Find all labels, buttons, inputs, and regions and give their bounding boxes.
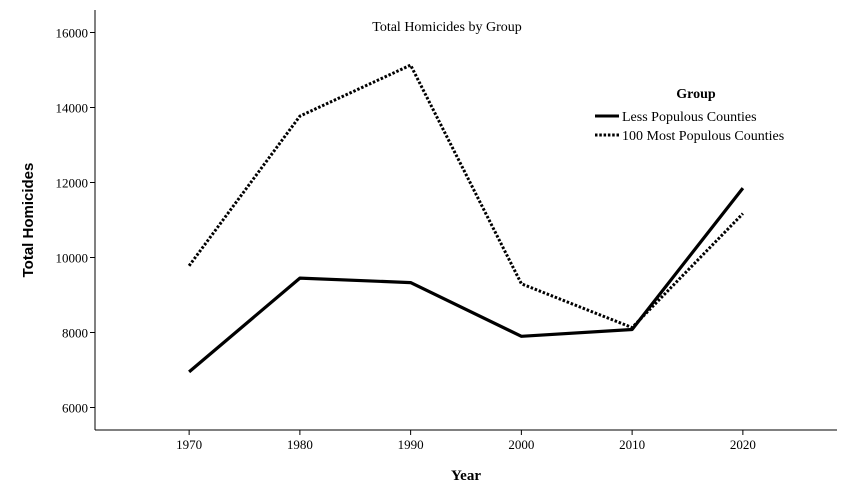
x-tick-label: 2020 xyxy=(730,437,756,452)
legend-label: Less Populous Counties xyxy=(622,110,757,125)
legend-title: Group xyxy=(676,87,716,102)
x-axis-label: Year xyxy=(451,468,481,484)
plot-area xyxy=(94,10,837,431)
x-tick-label: 1980 xyxy=(287,437,313,452)
x-tick-label: 2000 xyxy=(508,437,534,452)
y-axis-ticks: 6000 8000 10000 12000 14000 16000 xyxy=(56,26,95,416)
x-tick-label: 2010 xyxy=(619,437,645,452)
y-tick-label: 6000 xyxy=(62,401,88,416)
x-tick-label: 1990 xyxy=(398,437,424,452)
y-tick-label: 16000 xyxy=(56,26,89,41)
series-line-2 xyxy=(187,63,744,330)
legend-items: Less Populous Counties 100 Most Populous … xyxy=(595,110,784,144)
series-layer xyxy=(187,63,745,374)
series-line-1 xyxy=(188,187,745,374)
chart-title: Total Homicides by Group xyxy=(372,20,522,35)
y-axis-label: Total Homicides xyxy=(20,163,37,278)
x-axis-ticks: 1970 1980 1990 2000 2010 2020 xyxy=(176,430,756,452)
y-tick-label: 12000 xyxy=(56,176,89,191)
y-tick-label: 8000 xyxy=(62,326,88,341)
legend-label: 100 Most Populous Counties xyxy=(622,129,784,144)
x-tick-label: 1970 xyxy=(176,437,202,452)
y-tick-label: 14000 xyxy=(56,101,89,116)
y-tick-label: 10000 xyxy=(56,251,89,266)
legend: Group Less Populous Counties 100 Most Pop… xyxy=(595,87,784,144)
